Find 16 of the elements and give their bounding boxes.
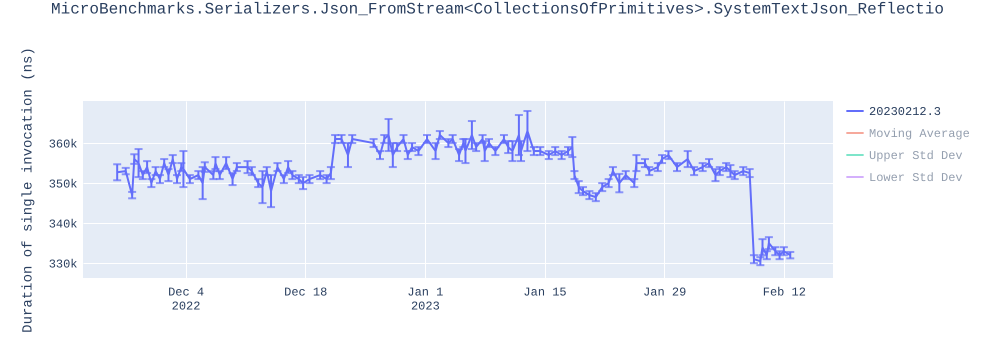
x-tick-label: Jan 29	[643, 286, 686, 300]
y-tick-label: 330k	[48, 258, 78, 272]
y-tick-label: 360k	[48, 138, 78, 152]
legend-label: Lower Std Dev	[869, 171, 963, 185]
y-tick-label: 340k	[48, 218, 78, 232]
y-tick-label: 350k	[48, 178, 78, 192]
y-axis-title: Duration of single invocation (ns)	[20, 47, 37, 333]
x-tick-label: Feb 12	[762, 286, 806, 300]
x-tick-label: Dec 4 2022	[168, 286, 204, 314]
chart-title: MicroBenchmarks.Serializers.Json_FromStream<CollectionsOfPrimitives>.SystemTextJson_Reflectio	[51, 0, 944, 19]
legend-label: Upper Std Dev	[869, 149, 963, 163]
x-tick-label: Jan 15	[523, 286, 567, 300]
x-tick-label: Dec 18	[284, 286, 328, 300]
legend-label: 20230212.3	[869, 105, 942, 119]
legend-label: Moving Average	[869, 127, 970, 141]
x-tick-label: Jan 1 2023	[407, 286, 444, 314]
